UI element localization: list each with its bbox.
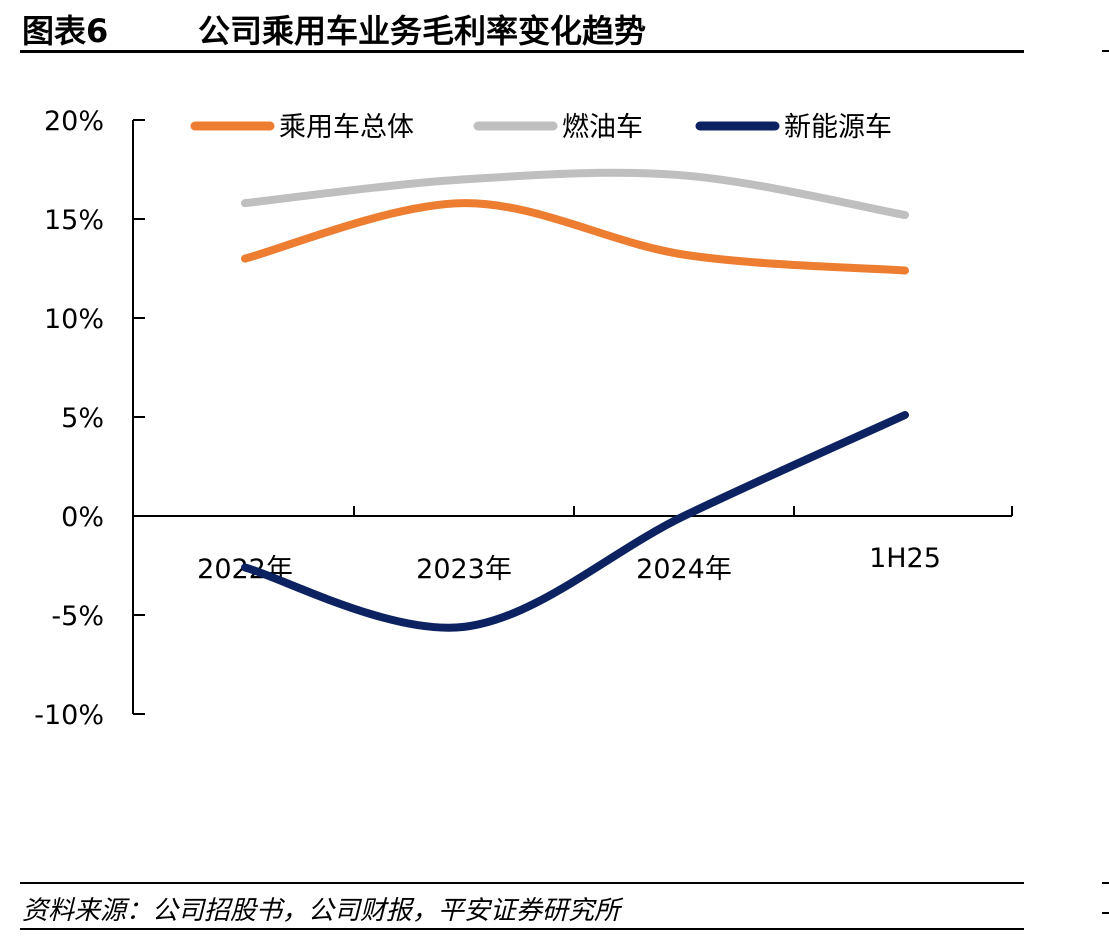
y-tick-label: 0%: [61, 502, 104, 533]
y-tick-label: 15%: [44, 205, 104, 236]
legend-item-total: 乘用车总体: [190, 112, 414, 143]
y-tick-label: 20%: [44, 106, 104, 137]
x-tick-label: 1H25: [869, 543, 941, 574]
figure-title: 公司乘用车业务毛利率变化趋势: [198, 12, 647, 50]
edge-mark-middle: [1102, 882, 1109, 884]
y-tick-label: 10%: [44, 304, 104, 335]
series-line-total: [241, 199, 909, 275]
source-rule-bottom: [20, 928, 1024, 930]
legend-label: 乘用车总体: [279, 112, 414, 143]
legend-label: 新能源车: [784, 112, 892, 143]
legend-item-fuel: 燃油车: [473, 112, 643, 143]
y-tick-label: 5%: [61, 403, 104, 434]
y-tick-label: -5%: [51, 601, 104, 632]
source-note: 资料来源：公司招股书，公司财报，平安证券研究所: [22, 896, 621, 926]
x-tick-label: 2023年: [416, 554, 512, 585]
header-rule: [20, 50, 1024, 53]
edge-mark-bottom: [1102, 912, 1109, 914]
edge-mark-top: [1102, 50, 1109, 52]
series-line-nev: [241, 411, 909, 632]
y-tick-label: -10%: [34, 700, 104, 731]
legend-label: 燃油车: [562, 112, 643, 143]
legend-item-nev: 新能源车: [695, 112, 892, 143]
figure-label: 图表6: [22, 12, 109, 50]
x-tick-label: 2024年: [636, 554, 732, 585]
series-line-fuel: [241, 168, 909, 220]
source-rule-top: [20, 882, 1024, 884]
